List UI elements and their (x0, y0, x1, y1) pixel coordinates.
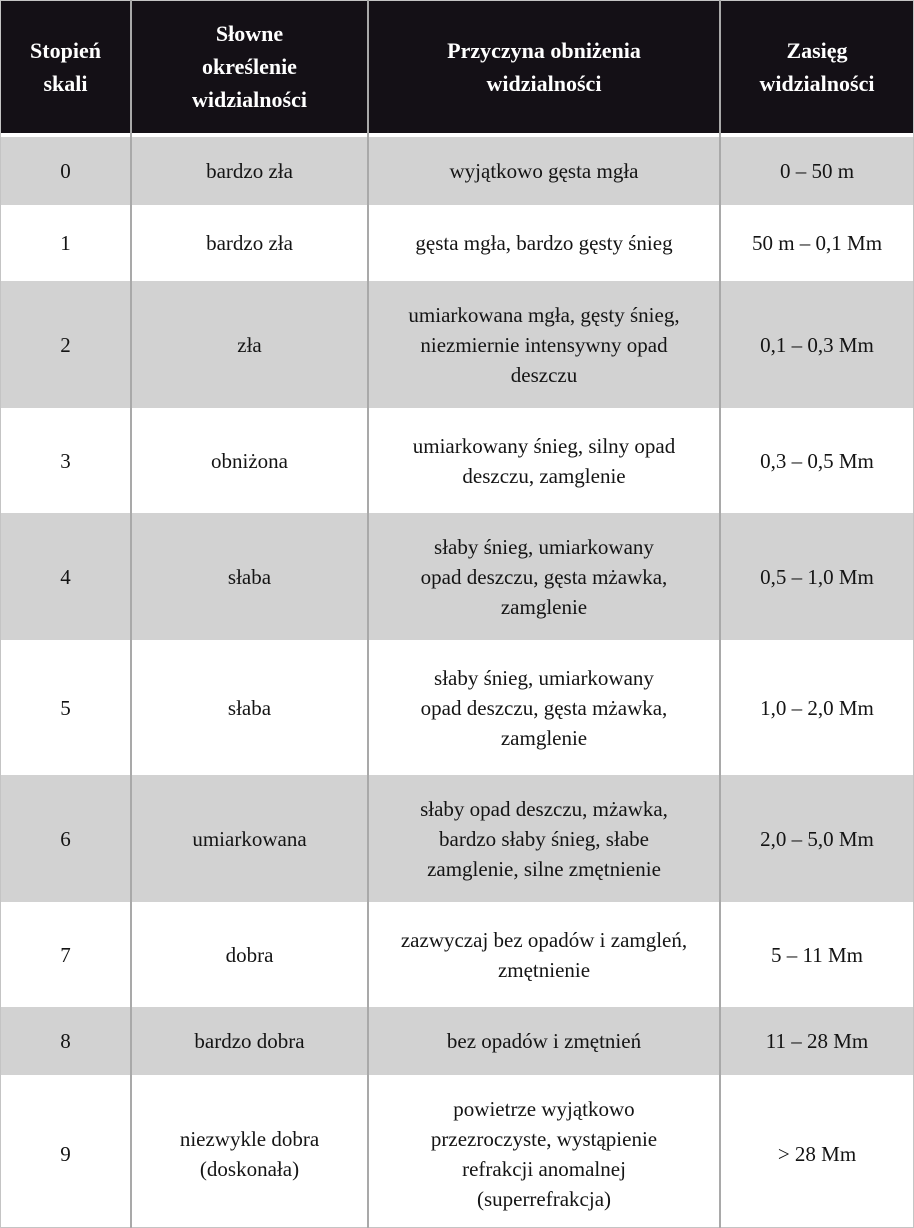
cell-cause: powietrze wyjątkowo przezroczyste, wystą… (368, 1079, 720, 1228)
column-divider (719, 0, 721, 1228)
cell-cause: umiarkowany śnieg, silny opad deszczu, z… (368, 412, 720, 509)
cell-range: 5 – 11 Mm (720, 906, 914, 1003)
cell-range: 0 – 50 m (720, 137, 914, 205)
table-row-4: 4 słaba słaby śnieg, umiarkowany opad de… (0, 513, 914, 640)
table-row-2: 2 zła umiarkowana mgła, gęsty śnieg, nie… (0, 281, 914, 408)
table-row-9: 9 niezwykle dobra (doskonała) powietrze … (0, 1079, 914, 1228)
cell-cause: gęsta mgła, bardzo gęsty śnieg (368, 209, 720, 277)
cell-scale: 4 (0, 513, 131, 640)
cell-verbal: obniżona (131, 412, 368, 509)
table-row-7: 7 dobra zazwyczaj bez opadów i zamgleń, … (0, 906, 914, 1003)
cell-scale: 9 (0, 1079, 131, 1228)
cell-cause: słaby śnieg, umiarkowany opad deszczu, g… (368, 513, 720, 640)
cell-verbal: zła (131, 281, 368, 408)
cell-verbal: niezwykle dobra (doskonała) (131, 1079, 368, 1228)
cell-cause: bez opadów i zmętnień (368, 1007, 720, 1075)
cell-verbal: bardzo dobra (131, 1007, 368, 1075)
cell-range: 50 m – 0,1 Mm (720, 209, 914, 277)
column-divider (130, 0, 132, 1228)
cell-scale: 3 (0, 412, 131, 509)
header-cell-cause: Przyczyna obniżenia widzialności (368, 0, 720, 133)
table-row-0: 0 bardzo zła wyjątkowo gęsta mgła 0 – 50… (0, 137, 914, 205)
table-row-6: 6 umiarkowana słaby opad deszczu, mżawka… (0, 775, 914, 902)
table-row-5: 5 słaba słaby śnieg, umiarkowany opad de… (0, 644, 914, 771)
cell-scale: 7 (0, 906, 131, 1003)
table-row-3: 3 obniżona umiarkowany śnieg, silny opad… (0, 412, 914, 509)
cell-verbal: dobra (131, 906, 368, 1003)
table-row-8: 8 bardzo dobra bez opadów i zmętnień 11 … (0, 1007, 914, 1075)
header-cell-scale-degree: Stopień skali (0, 0, 131, 133)
cell-cause: wyjątkowo gęsta mgła (368, 137, 720, 205)
cell-range: 0,1 – 0,3 Mm (720, 281, 914, 408)
cell-verbal: słaba (131, 644, 368, 771)
header-cell-range: Zasięg widzialności (720, 0, 914, 133)
cell-cause: zazwyczaj bez opadów i zamgleń, zmętnien… (368, 906, 720, 1003)
cell-range: 0,5 – 1,0 Mm (720, 513, 914, 640)
cell-scale: 0 (0, 137, 131, 205)
cell-range: 1,0 – 2,0 Mm (720, 644, 914, 771)
cell-scale: 2 (0, 281, 131, 408)
cell-range: 2,0 – 5,0 Mm (720, 775, 914, 902)
cell-scale: 1 (0, 209, 131, 277)
cell-scale: 5 (0, 644, 131, 771)
cell-verbal: umiarkowana (131, 775, 368, 902)
cell-verbal: bardzo zła (131, 209, 368, 277)
cell-range: 11 – 28 Mm (720, 1007, 914, 1075)
header-cell-verbal-description: Słowne określenie widzialności (131, 0, 368, 133)
table-header-row: Stopień skali Słowne określenie widzialn… (0, 0, 914, 133)
cell-cause: słaby opad deszczu, mżawka, bardzo słaby… (368, 775, 720, 902)
table-row-1: 1 bardzo zła gęsta mgła, bardzo gęsty śn… (0, 209, 914, 277)
cell-verbal: słaba (131, 513, 368, 640)
column-divider (367, 0, 369, 1228)
cell-verbal: bardzo zła (131, 137, 368, 205)
cell-cause: słaby śnieg, umiarkowany opad deszczu, g… (368, 644, 720, 771)
cell-cause: umiarkowana mgła, gęsty śnieg, niezmiern… (368, 281, 720, 408)
cell-scale: 6 (0, 775, 131, 902)
cell-range: 0,3 – 0,5 Mm (720, 412, 914, 509)
cell-range: > 28 Mm (720, 1079, 914, 1228)
cell-scale: 8 (0, 1007, 131, 1075)
